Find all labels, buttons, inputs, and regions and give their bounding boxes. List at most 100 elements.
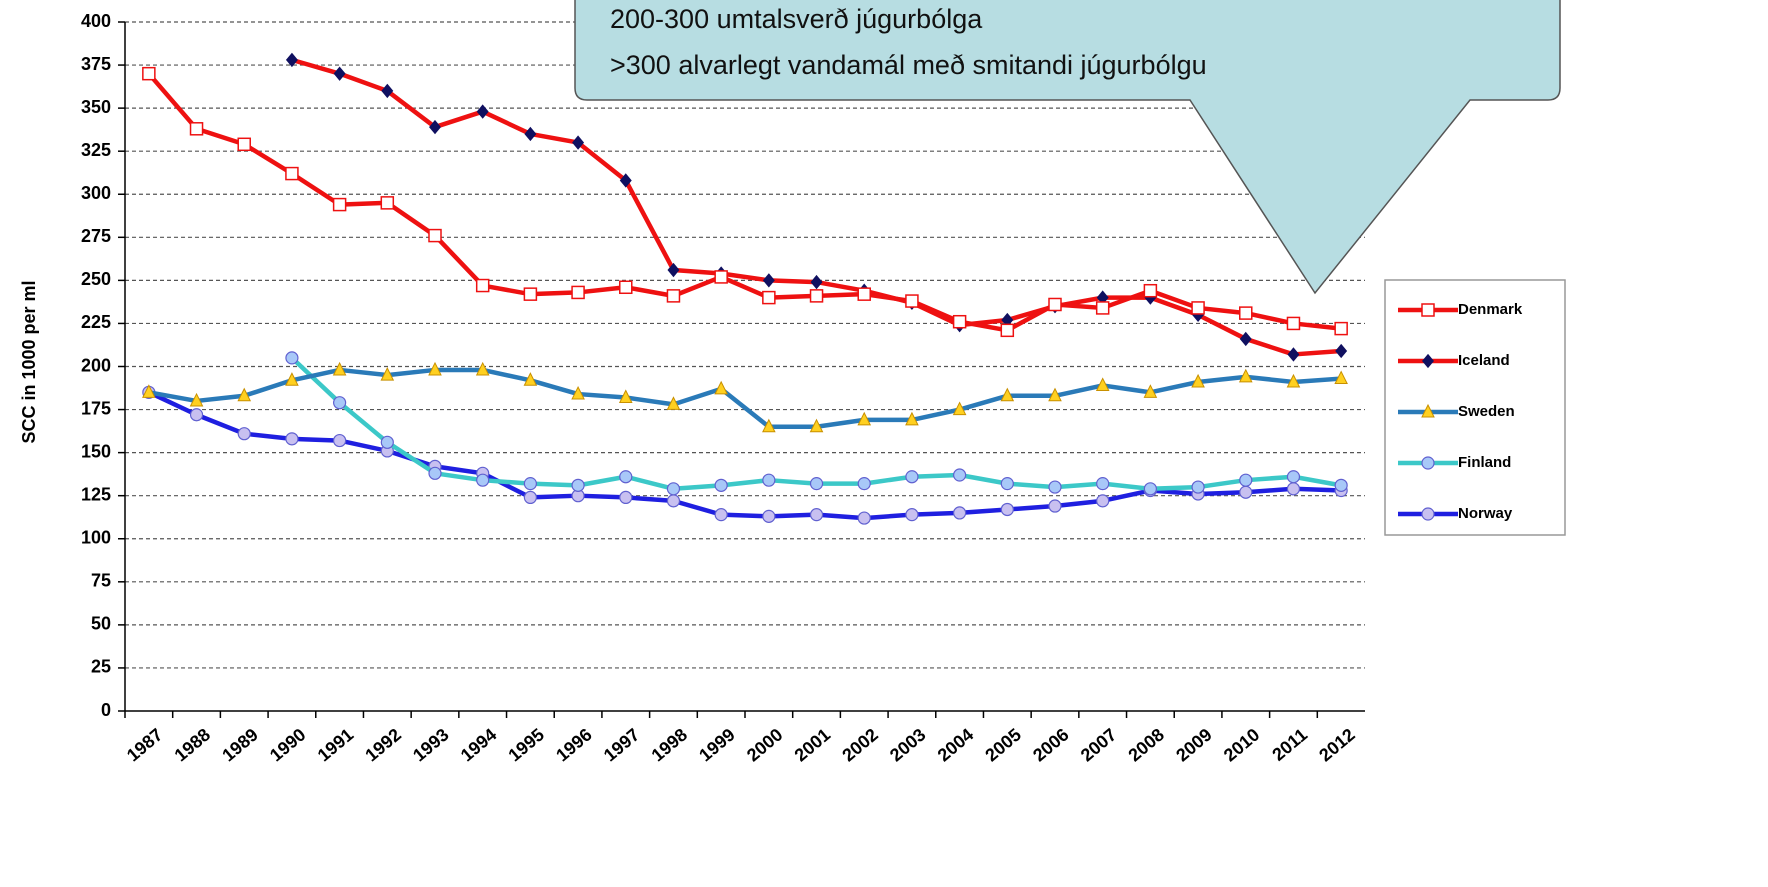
marker [810, 274, 823, 290]
marker [332, 197, 347, 212]
marker [905, 470, 919, 484]
marker [285, 52, 298, 68]
marker [380, 435, 394, 449]
marker [237, 387, 252, 402]
marker [714, 478, 728, 492]
marker [953, 506, 967, 520]
marker [1096, 477, 1110, 491]
callout-text: >300 alvarlegt vandamál með smitandi júg… [610, 50, 1207, 80]
marker [809, 508, 824, 522]
marker [952, 401, 967, 416]
marker [619, 490, 633, 505]
legend-label: Norway [1458, 505, 1513, 522]
marker [1421, 456, 1435, 470]
marker [476, 473, 490, 487]
marker [762, 290, 776, 305]
marker [285, 351, 299, 365]
marker [714, 380, 728, 395]
marker [476, 104, 489, 119]
marker [1096, 494, 1110, 508]
x-tick-label: 1992 [361, 724, 405, 765]
marker [857, 411, 872, 426]
x-tick-label: 1994 [457, 724, 501, 765]
marker [1048, 499, 1062, 513]
x-tick-label: 2000 [743, 724, 787, 765]
marker [1143, 283, 1158, 298]
y-tick-label: 175 [81, 398, 111, 418]
marker [762, 473, 776, 487]
marker [237, 427, 251, 441]
marker [1286, 316, 1301, 331]
marker [1048, 297, 1062, 312]
marker [857, 477, 871, 491]
series-line [147, 72, 1342, 333]
legend: Denmark Iceland Sweden Finland Norway [1398, 301, 1523, 522]
y-tick-label: 125 [81, 484, 111, 504]
x-tick-label: 1999 [695, 724, 739, 765]
marker [1238, 368, 1253, 383]
legend-label: Sweden [1458, 403, 1515, 420]
y-tick-label: 150 [81, 441, 111, 461]
marker [666, 396, 681, 410]
marker [381, 83, 394, 99]
marker [475, 278, 490, 293]
y-tick-label: 0 [101, 700, 111, 720]
marker [953, 468, 967, 482]
marker [1239, 473, 1253, 487]
marker [667, 262, 680, 278]
marker [1000, 477, 1014, 491]
x-tick-label: 1997 [600, 724, 644, 765]
marker [285, 166, 299, 181]
marker [142, 384, 156, 398]
marker [380, 196, 395, 210]
y-tick-label: 350 [81, 97, 111, 117]
marker [1334, 478, 1348, 492]
x-tick-label: 1988 [171, 724, 215, 765]
marker [857, 287, 871, 301]
marker [523, 490, 537, 505]
marker [475, 361, 490, 376]
x-tick-label: 2003 [886, 724, 930, 765]
marker [333, 433, 347, 448]
x-tick-label: 2012 [1315, 724, 1359, 765]
y-tick-label: 400 [81, 11, 111, 31]
x-tick-label: 1998 [648, 724, 692, 765]
marker [1286, 373, 1301, 388]
marker [1095, 301, 1110, 315]
marker [523, 477, 537, 491]
x-tick-label: 1989 [218, 724, 262, 765]
y-tick-label: 300 [81, 183, 111, 203]
y-tick-label: 200 [81, 355, 111, 375]
marker [809, 477, 824, 491]
marker [905, 294, 919, 308]
callout [574, 0, 1561, 295]
marker [571, 478, 585, 492]
marker [572, 135, 585, 150]
marker [714, 508, 728, 522]
marker [523, 372, 538, 386]
marker [189, 408, 204, 422]
marker [189, 122, 204, 136]
plot-area: 0 25 50 75 100 125 150 175 200 225 250 275 300 325 350… [81, 11, 1365, 765]
marker [809, 418, 824, 433]
marker [1048, 480, 1062, 494]
marker [762, 273, 775, 288]
marker [1421, 303, 1435, 317]
marker [1048, 387, 1062, 402]
y-tick-label: 375 [81, 54, 111, 74]
marker [1335, 343, 1348, 359]
marker [618, 389, 633, 404]
marker [333, 396, 347, 410]
x-tick-label: 2011 [1268, 724, 1311, 764]
marker [714, 270, 728, 284]
marker [1000, 502, 1014, 517]
marker [666, 289, 681, 303]
marker [1334, 370, 1348, 385]
marker [333, 66, 346, 81]
marker [857, 511, 871, 525]
x-tick-label: 2004 [934, 724, 978, 765]
x-tick-label: 1991 [314, 724, 358, 765]
marker [285, 432, 299, 446]
marker [666, 494, 681, 508]
